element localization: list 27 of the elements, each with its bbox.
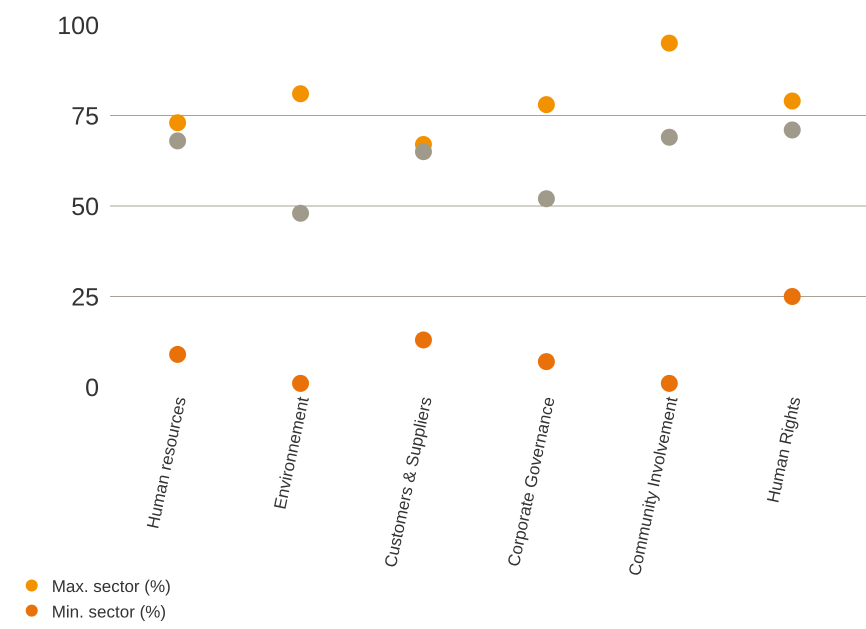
point — [414, 331, 432, 348]
point — [292, 374, 310, 392]
legend-label: Min. sector (%) — [52, 602, 166, 622]
y-tick-label: 100 — [57, 12, 99, 40]
x-tick-label: Human Rights — [763, 395, 804, 504]
point — [169, 346, 186, 363]
legend-label: Max. sector (%) — [52, 577, 171, 596]
point — [292, 85, 310, 102]
point — [660, 374, 678, 392]
x-tick-label: Human resources — [143, 395, 190, 530]
point — [538, 353, 555, 370]
point — [784, 288, 801, 305]
y-tick-label: 50 — [71, 192, 99, 221]
point — [169, 132, 186, 150]
y-tick-label: 25 — [71, 283, 99, 312]
point — [784, 92, 801, 110]
point — [784, 121, 801, 138]
x-tick-label: Customers & Suppliers — [380, 395, 436, 570]
point — [414, 143, 432, 160]
y-tick-label: 75 — [71, 102, 99, 130]
y-tick-label: 0 — [85, 374, 99, 402]
point — [660, 34, 678, 52]
point — [169, 114, 186, 132]
point — [538, 96, 555, 114]
point — [292, 204, 310, 222]
point — [538, 190, 555, 208]
point — [660, 128, 678, 146]
